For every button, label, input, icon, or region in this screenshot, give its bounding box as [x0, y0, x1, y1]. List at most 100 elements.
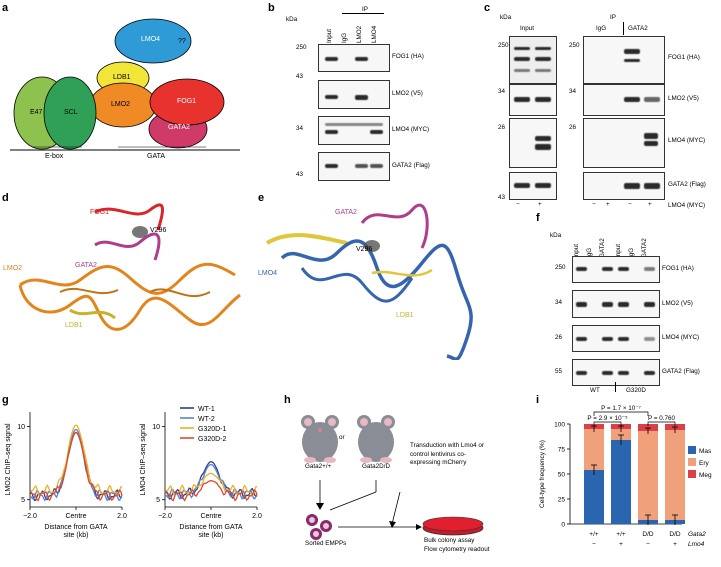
c-ip-lmo2	[583, 84, 665, 116]
g-xlabel-2: site (kb)	[64, 532, 89, 539]
f-marker-55: 55	[555, 368, 563, 375]
g-ylabel: LMO4 ChIP–seq signal	[140, 423, 147, 495]
panel-i-chart: 0 25 50 75 100 Cell-type frequency (%) +/+ − +/+…	[539, 405, 712, 548]
f-g320d: G320D	[626, 387, 646, 394]
i-sig-bracket-3	[647, 421, 676, 426]
fog1-label: FOG1	[177, 98, 197, 105]
i-legend-label: Meg	[699, 472, 712, 479]
i-xlabel-genotype: +/+	[589, 531, 599, 538]
panel-a-label: a	[2, 2, 9, 14]
lmo2-label: LMO2	[111, 101, 131, 108]
i-ytick-label: 25	[558, 497, 566, 504]
f-blot-lmo2	[572, 290, 660, 318]
i-xlabel-genotype: D/D	[669, 531, 681, 538]
b-blot-fog1	[318, 44, 390, 72]
d-fog1: FOG1	[90, 209, 110, 216]
i-xlabel-genotype: D/D	[642, 531, 654, 538]
i-bar-Ery-3	[665, 430, 685, 520]
c-row-lmo2: LMO2 (V5)	[668, 95, 699, 102]
f-blot-gata2	[572, 359, 660, 386]
d-lmo2: LMO2	[3, 265, 23, 272]
scl-shape	[43, 76, 97, 150]
i-bar-Ery-1	[611, 429, 631, 440]
e-gata2: GATA2	[335, 209, 357, 216]
b-kda: kDa	[286, 16, 298, 23]
i-pvalue-1: P = 1.7 × 10⁻⁷	[601, 405, 642, 412]
c-input-lmo2	[509, 84, 557, 116]
g-xlabel-2: site (kb)	[199, 532, 224, 539]
h-wt: Gata2+/+	[305, 463, 332, 470]
ldb1-label: LDB1	[113, 74, 131, 81]
i-legend-label: Ery	[699, 460, 710, 467]
panel-d-label: d	[2, 192, 9, 204]
c-gata2: GATA2	[628, 25, 648, 32]
g-xlabel-1: Distance from GATA	[179, 524, 242, 531]
c-marker-250: 250	[498, 42, 509, 49]
f-kda: kDa	[550, 232, 562, 239]
c-marker-43: 43	[498, 194, 506, 201]
f-marker-26: 26	[555, 334, 563, 341]
c-igg: IgG	[596, 25, 607, 32]
b-blot-lmo2	[318, 80, 390, 109]
petri-dish-icon	[422, 516, 484, 536]
b-marker-250: 250	[296, 44, 307, 51]
b-ip: IP	[362, 6, 368, 13]
h-dd: Gata2D/D	[362, 463, 390, 470]
i-bar-Ery-2	[638, 431, 658, 520]
c-row-fog1: FOG1 (HA)	[668, 54, 700, 61]
e-ldb1: LDB1	[396, 312, 414, 319]
lmo4-shape	[114, 18, 192, 64]
b-row-fog1: FOG1 (HA)	[392, 53, 424, 60]
b-marker-43: 43	[296, 73, 304, 80]
h-or: or	[339, 434, 345, 441]
c-marker-26b: 26	[569, 124, 577, 131]
f-row-lmo2: LMO2 (V5)	[662, 300, 693, 307]
g-ytick-label: 5	[21, 497, 25, 504]
c-sign-1: −	[516, 201, 520, 208]
b-row-lmo4: LMO4 (MYC)	[392, 126, 430, 133]
g-series-G320D-2	[164, 480, 258, 502]
d-gata2: GATA2	[75, 262, 97, 269]
g-series-G320D-2	[29, 431, 123, 502]
b-lane-igg: IgG	[341, 32, 348, 43]
i-xlabel-lmo4: −	[592, 541, 596, 548]
c-ip-fog1	[583, 36, 665, 84]
panel-c-label: c	[484, 2, 491, 14]
c-lmo4myc: LMO4 (MYC)	[668, 202, 706, 209]
panel-h-label: h	[284, 394, 291, 406]
i-bar-Mas-1	[611, 440, 631, 524]
g-xtick-label: 2.0	[252, 513, 262, 520]
ebox-label: E-box	[45, 153, 64, 160]
gata2-label: GATA2	[168, 124, 190, 131]
d-v296: V296	[150, 227, 167, 234]
i-bar-Meg-2	[638, 424, 658, 431]
g-xtick-label: −2.0	[23, 513, 37, 520]
mouse-dd-icon	[357, 415, 395, 463]
panel-a-diagram	[10, 18, 240, 151]
i-legend-swatch-Meg	[688, 470, 696, 478]
c-sign-2: +	[538, 201, 542, 208]
g-legend-label: G320D-2	[198, 436, 227, 443]
i-ytick-label: 50	[558, 472, 566, 479]
b-row-gata2: GATA2 (Flag)	[392, 162, 430, 169]
panel-i-label: i	[536, 394, 540, 406]
b-row-lmo2: LMO2 (V5)	[392, 90, 423, 97]
gata-label: GATA	[147, 153, 166, 160]
b-blot-gata2	[318, 152, 390, 181]
g-xtick-label: 2.0	[117, 513, 127, 520]
panel-f-label: f	[536, 212, 540, 224]
c-row-gata2: GATA2 (Flag)	[668, 181, 706, 188]
panel-e-label: e	[258, 192, 265, 204]
panel-d-structure	[18, 203, 241, 331]
panel-e-structure	[265, 203, 473, 360]
i-sig-bracket-1	[593, 411, 649, 416]
c-marker-250b: 250	[569, 42, 580, 49]
i-xlabel-genotype: +/+	[616, 531, 626, 538]
c-sign-5: −	[628, 201, 632, 208]
b-marker-43b: 43	[296, 171, 304, 178]
i-pvalue-2: P = 2.9 × 10⁻⁵	[587, 415, 628, 422]
d-ldb1: LDB1	[65, 322, 83, 329]
mouse-wt-icon	[301, 415, 339, 463]
h-bulk: Bulk colony assay	[424, 537, 475, 544]
c-sign-4: +	[606, 201, 610, 208]
